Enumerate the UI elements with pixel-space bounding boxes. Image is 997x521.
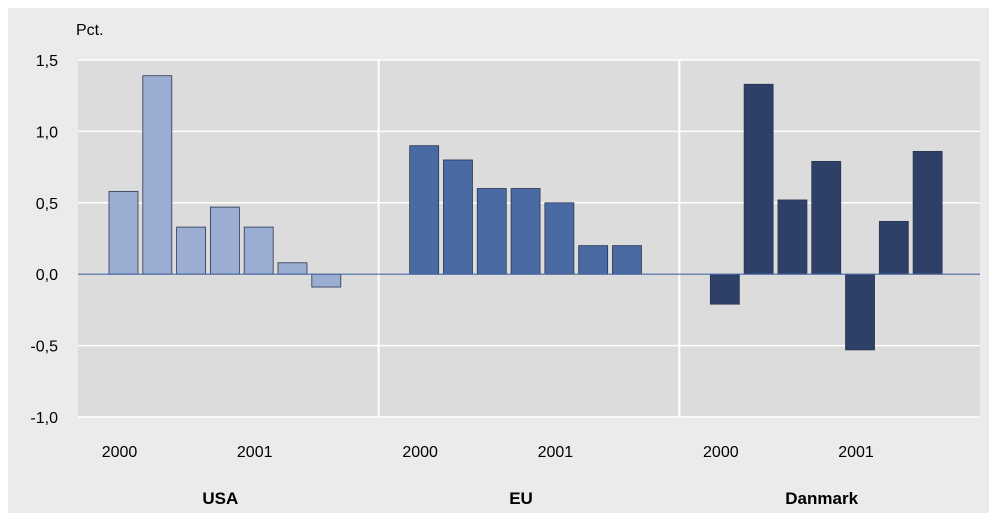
y-tick-label: 1,0 bbox=[36, 124, 58, 141]
x-year-label: 2000 bbox=[102, 444, 138, 461]
y-tick-label: -0,5 bbox=[30, 339, 58, 356]
bar-eu-7 bbox=[612, 245, 642, 275]
bar-usa-2 bbox=[142, 75, 173, 275]
panel-label-usa: USA bbox=[202, 489, 238, 508]
chart-frame: Pct. 1,5 1,0 0,5 0,0 -0,5 -1,0 2000 2001 USA 200… bbox=[8, 8, 989, 513]
y-axis-ticks: 1,5 1,0 0,5 0,0 -0,5 -1,0 bbox=[30, 53, 58, 427]
bar-eu-4 bbox=[510, 188, 541, 275]
bar-eu-3 bbox=[476, 188, 507, 275]
panel-label-eu: EU bbox=[509, 489, 533, 508]
y-tick-label: -1,0 bbox=[30, 410, 58, 427]
bar-danmark-3 bbox=[777, 199, 808, 275]
bar-usa-1 bbox=[108, 190, 139, 275]
bar-danmark-7 bbox=[912, 150, 943, 275]
bar-usa-4 bbox=[209, 206, 240, 275]
bar-danmark-1 bbox=[709, 273, 740, 305]
x-year-label: 2001 bbox=[838, 444, 874, 461]
bar-danmark-4 bbox=[811, 160, 842, 275]
bar-chart: Pct. 1,51,00,50,0-0,5-1,0 2000 2001USA200… bbox=[30, 22, 980, 508]
bar-danmark-6 bbox=[878, 220, 909, 275]
bar-eu-2 bbox=[443, 159, 473, 275]
x-axis-labels: 2000 2001 USA 2000 2001 EU 2000 2001 Danmark bbox=[102, 444, 874, 508]
bar-eu-5 bbox=[544, 202, 575, 275]
y-tick-label: 0,5 bbox=[36, 196, 58, 213]
unit-label: Pct. bbox=[76, 22, 104, 39]
bar-usa-5 bbox=[243, 226, 274, 275]
bar-danmark-5 bbox=[845, 273, 875, 351]
bar-usa-6 bbox=[277, 262, 308, 275]
bar-eu-1 bbox=[409, 145, 440, 275]
y-tick-label: 1,5 bbox=[36, 53, 58, 70]
bar-danmark-2 bbox=[743, 83, 774, 275]
x-year-label: 2000 bbox=[402, 444, 438, 461]
panel-separators bbox=[377, 60, 681, 417]
bar-eu-6 bbox=[578, 245, 609, 275]
x-year-label: 2001 bbox=[538, 444, 574, 461]
y-tick-label: 0,0 bbox=[36, 267, 58, 284]
bar-usa-7 bbox=[311, 273, 342, 288]
x-year-label: 2001 bbox=[237, 444, 273, 461]
x-year-label: 2000 bbox=[703, 444, 739, 461]
bar-usa-3 bbox=[176, 226, 207, 275]
panel-label-danmark: Danmark bbox=[785, 489, 858, 508]
